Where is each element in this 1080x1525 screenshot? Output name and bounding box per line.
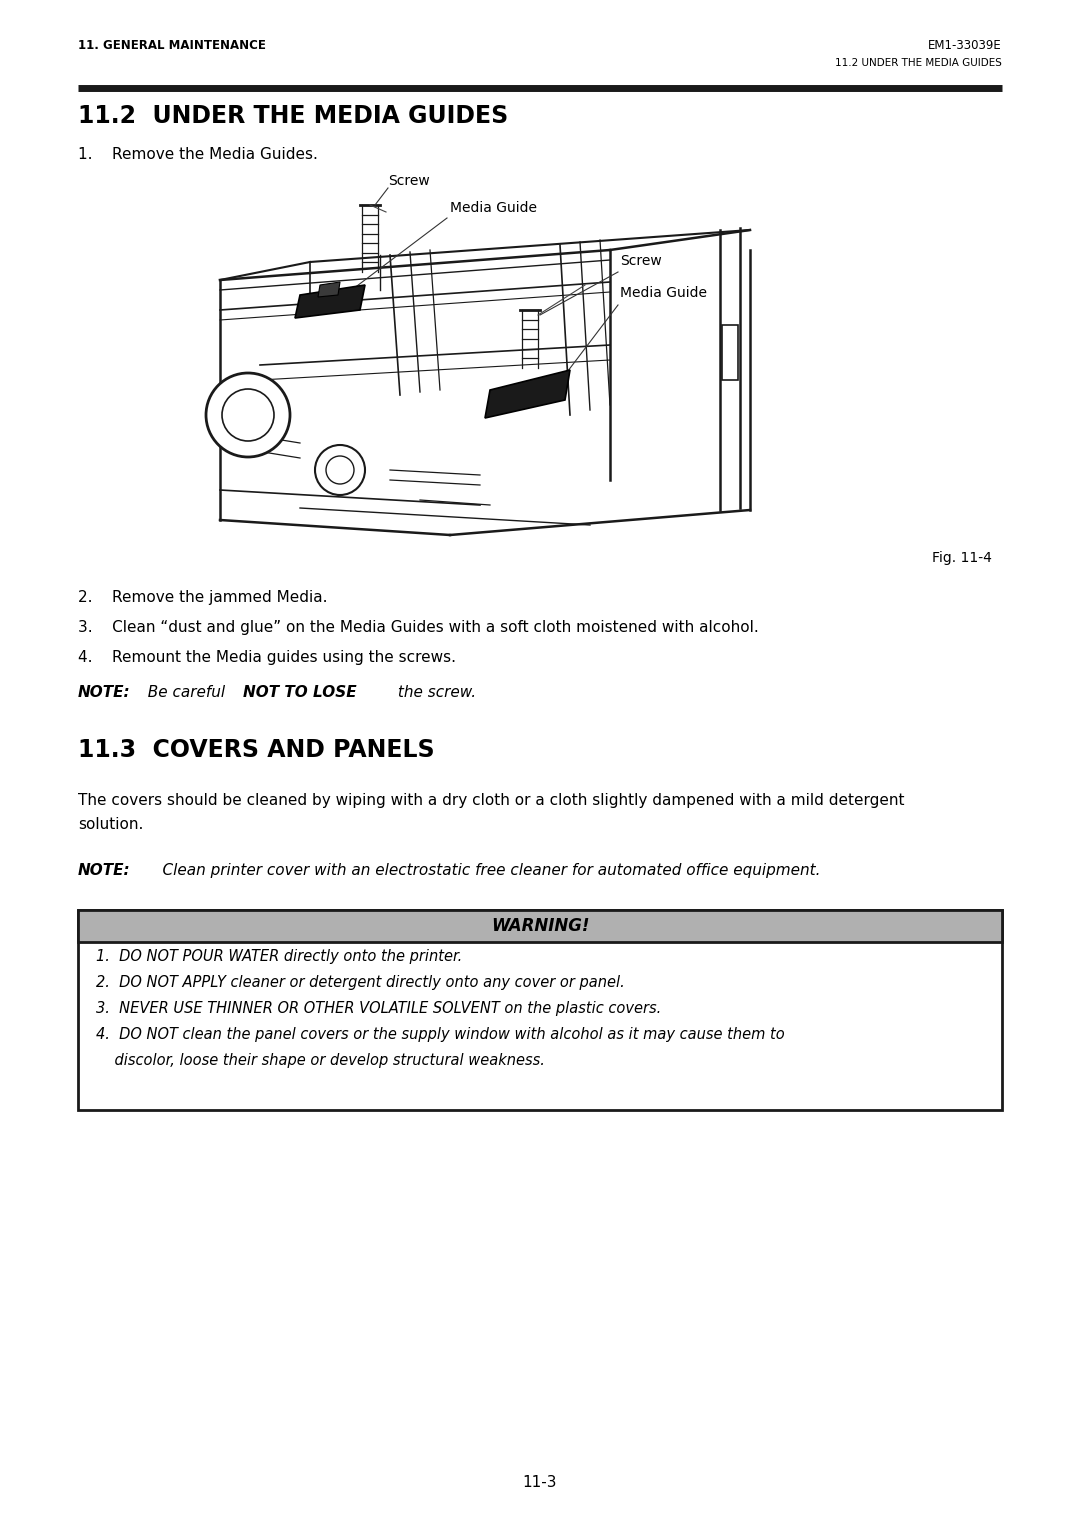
Circle shape bbox=[326, 456, 354, 483]
Circle shape bbox=[222, 389, 274, 441]
Text: 11.2 UNDER THE MEDIA GUIDES: 11.2 UNDER THE MEDIA GUIDES bbox=[835, 58, 1002, 69]
Circle shape bbox=[206, 374, 291, 458]
Text: WARNING!: WARNING! bbox=[490, 917, 590, 935]
Polygon shape bbox=[295, 285, 365, 319]
Text: discolor, loose their shape or develop structural weakness.: discolor, loose their shape or develop s… bbox=[96, 1052, 545, 1068]
Text: 2.  DO NOT APPLY cleaner or detergent directly onto any cover or panel.: 2. DO NOT APPLY cleaner or detergent dir… bbox=[96, 974, 624, 990]
Text: The covers should be cleaned by wiping with a dry cloth or a cloth slightly damp: The covers should be cleaned by wiping w… bbox=[78, 793, 905, 808]
Text: 3.    Clean “dust and glue” on the Media Guides with a soft cloth moistened with: 3. Clean “dust and glue” on the Media Gu… bbox=[78, 621, 759, 634]
Text: Fig. 11-4: Fig. 11-4 bbox=[932, 551, 993, 564]
Text: Clean printer cover with an electrostatic free cleaner for automated office equi: Clean printer cover with an electrostati… bbox=[143, 863, 821, 878]
Text: 2.    Remove the jammed Media.: 2. Remove the jammed Media. bbox=[78, 590, 327, 605]
Text: 4.  DO NOT clean the panel covers or the supply window with alcohol as it may ca: 4. DO NOT clean the panel covers or the … bbox=[96, 1026, 785, 1042]
Text: Media Guide: Media Guide bbox=[620, 287, 707, 300]
Text: NOT TO LOSE: NOT TO LOSE bbox=[243, 685, 356, 700]
Text: the screw.: the screw. bbox=[393, 685, 476, 700]
Bar bbox=[78, 910, 1002, 942]
Text: 11-3: 11-3 bbox=[523, 1475, 557, 1490]
Text: NOTE:: NOTE: bbox=[78, 685, 131, 700]
Text: Media Guide: Media Guide bbox=[450, 201, 537, 215]
Text: 11.2  UNDER THE MEDIA GUIDES: 11.2 UNDER THE MEDIA GUIDES bbox=[78, 104, 509, 128]
Text: 1.  DO NOT POUR WATER directly onto the printer.: 1. DO NOT POUR WATER directly onto the p… bbox=[96, 949, 462, 964]
Polygon shape bbox=[485, 371, 570, 418]
Circle shape bbox=[315, 445, 365, 496]
Text: solution.: solution. bbox=[78, 817, 144, 833]
Polygon shape bbox=[318, 282, 340, 297]
Bar bbox=[78, 910, 1002, 1110]
Text: 4.    Remount the Media guides using the screws.: 4. Remount the Media guides using the sc… bbox=[78, 650, 456, 665]
Text: EM1-33039E: EM1-33039E bbox=[928, 40, 1002, 52]
Text: 11. GENERAL MAINTENANCE: 11. GENERAL MAINTENANCE bbox=[78, 40, 266, 52]
Bar bbox=[723, 325, 738, 380]
Text: Screw: Screw bbox=[388, 174, 430, 188]
Text: Screw: Screw bbox=[620, 255, 662, 268]
Text: Be careful: Be careful bbox=[138, 685, 230, 700]
Text: NOTE:: NOTE: bbox=[78, 863, 131, 878]
Text: 1.    Remove the Media Guides.: 1. Remove the Media Guides. bbox=[78, 146, 318, 162]
Text: 3.  NEVER USE THINNER OR OTHER VOLATILE SOLVENT on the plastic covers.: 3. NEVER USE THINNER OR OTHER VOLATILE S… bbox=[96, 1000, 661, 1016]
Text: 11.3  COVERS AND PANELS: 11.3 COVERS AND PANELS bbox=[78, 738, 434, 762]
